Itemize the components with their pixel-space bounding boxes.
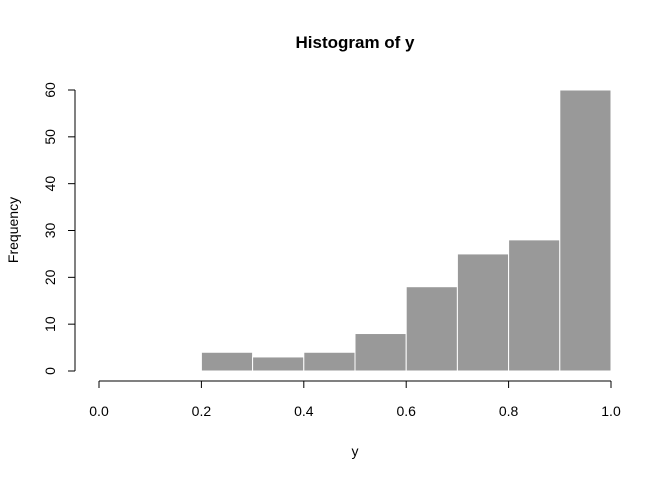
x-tick-label: 0.6: [396, 403, 416, 419]
histogram-bar-6: [456, 253, 510, 372]
x-tick-label: 0.8: [499, 403, 519, 419]
y-tick-label: 20: [42, 269, 58, 285]
histogram-bar-5: [405, 286, 458, 372]
x-axis-label: y: [352, 443, 359, 459]
y-tick-label: 0: [42, 367, 58, 375]
histogram-bar-2: [252, 356, 305, 372]
y-tick-label: 40: [42, 176, 58, 192]
histogram-bar-8: [559, 89, 612, 372]
histogram-bar-1: [200, 351, 254, 372]
chart-title: Histogram of y: [295, 33, 415, 52]
y-tick-label: 50: [42, 129, 58, 145]
y-tick-label: 60: [42, 82, 58, 98]
x-tick-label: 0.2: [192, 403, 212, 419]
x-tick-label: 0.4: [294, 403, 314, 419]
histogram-bar-7: [508, 239, 561, 372]
bars-group: [200, 89, 612, 372]
y-tick-label: 10: [42, 316, 58, 332]
y-axis-label: Frequency: [5, 197, 21, 263]
x-tick-label: 0.0: [89, 403, 109, 419]
x-axis-ticks: 0.0 0.2 0.4 0.6 0.8 1.0: [89, 381, 621, 419]
y-axis-ticks: 0 10 20 30 40 50 60: [42, 82, 75, 375]
histogram-bar-4: [354, 333, 407, 372]
x-tick-label: 1.0: [601, 403, 621, 419]
histogram-bar-3: [303, 351, 356, 372]
y-tick-label: 30: [42, 223, 58, 239]
